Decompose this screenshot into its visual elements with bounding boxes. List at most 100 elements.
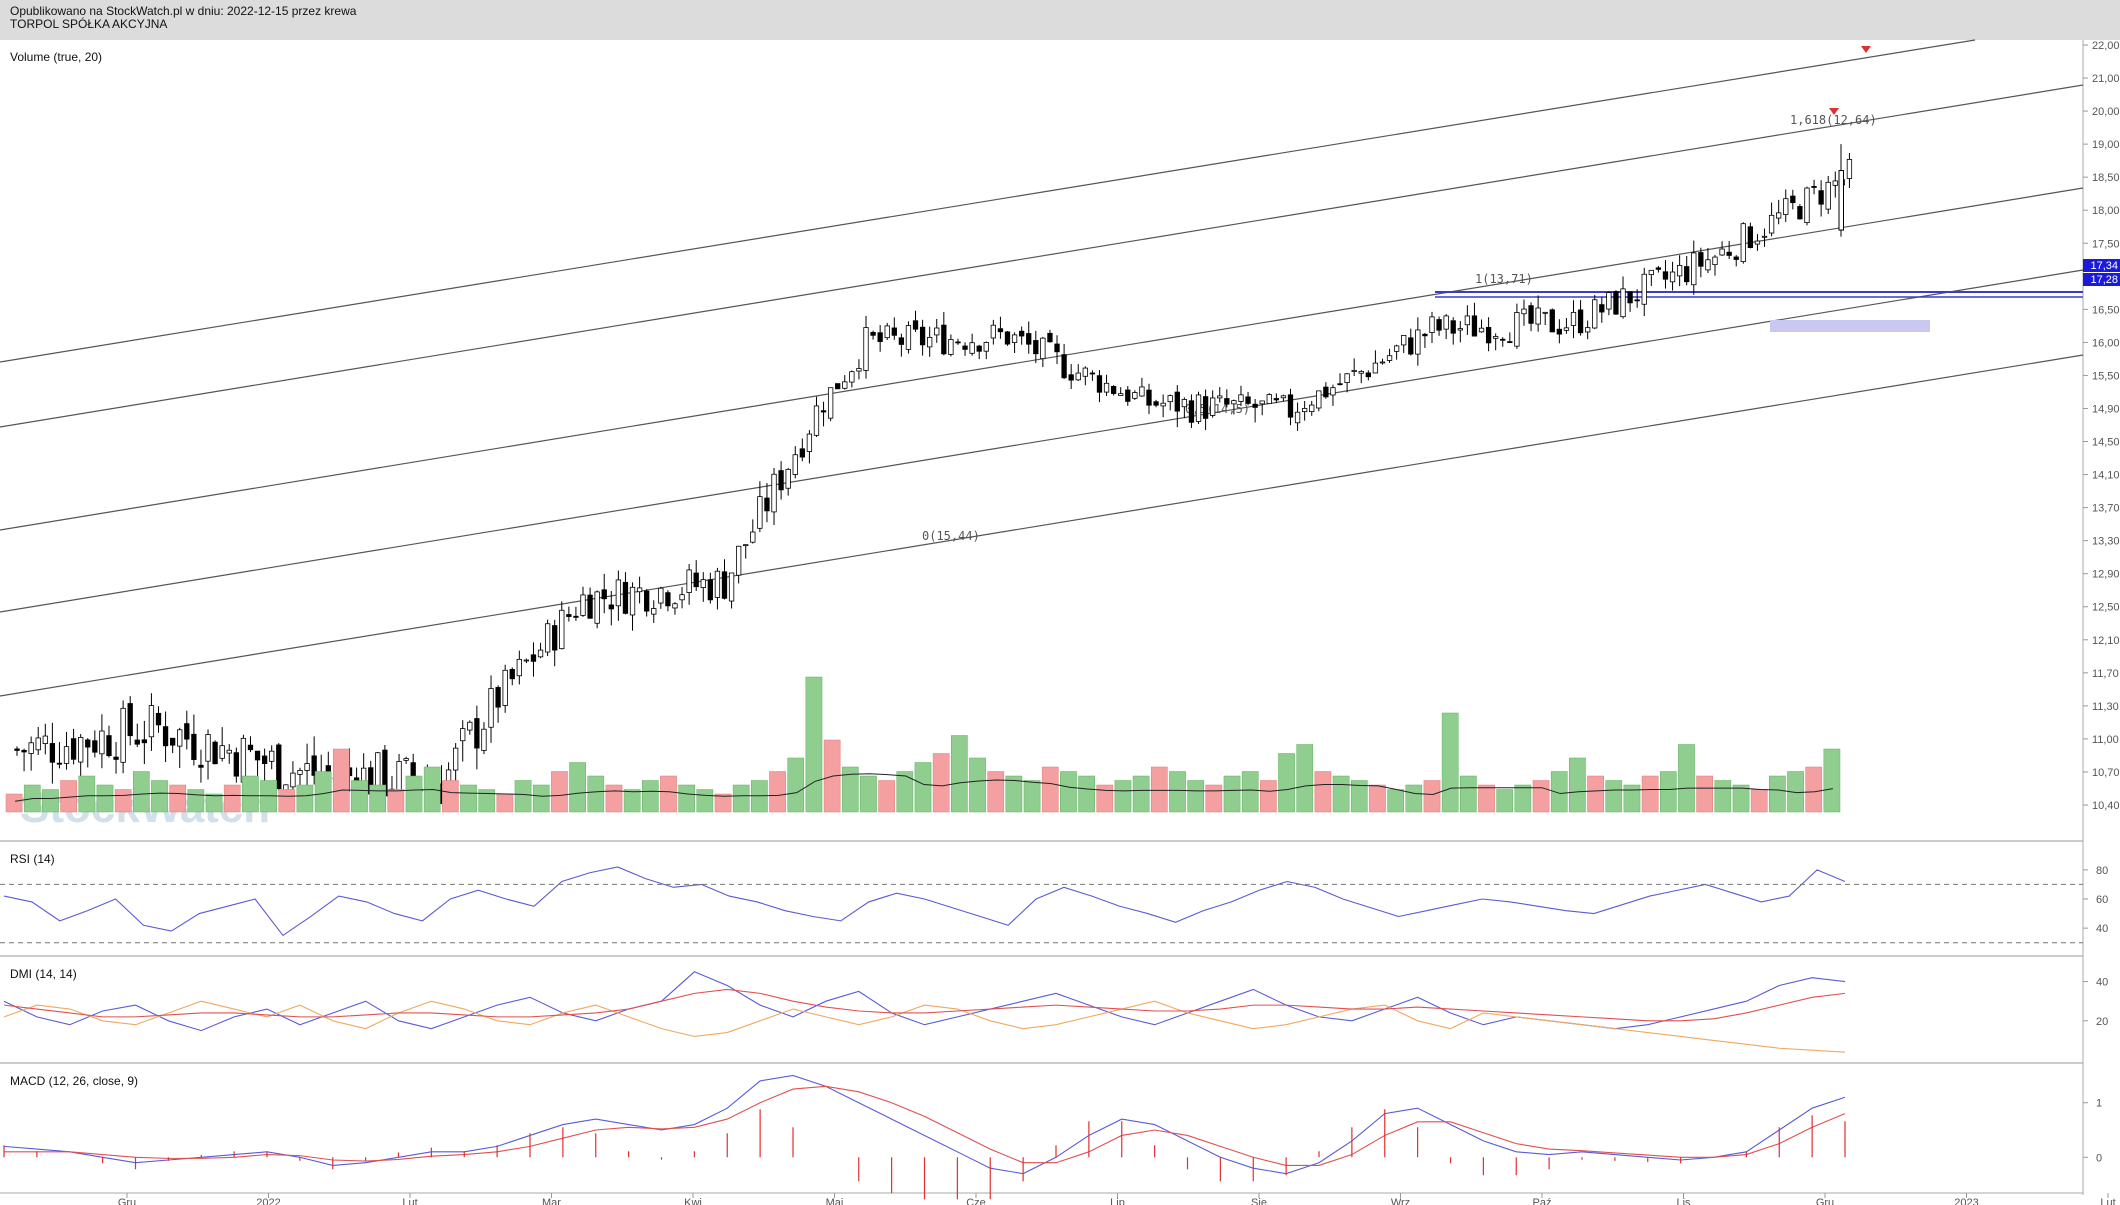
candle-body	[948, 339, 954, 355]
time-tick-label: Cze	[966, 1197, 986, 1205]
time-tick-label: Kwi	[684, 1197, 702, 1205]
volume-bar	[5, 793, 23, 813]
price-tick-label: 16,00	[2092, 337, 2120, 349]
fib-label-1: 1(13,71)	[1475, 272, 1533, 286]
candle-body	[516, 658, 522, 677]
candle-body	[743, 544, 749, 547]
candle-body	[269, 750, 275, 762]
candle-body	[1224, 398, 1230, 405]
indicator-tick-label: 80	[2096, 865, 2108, 877]
candle-body	[757, 496, 763, 529]
volume-bar	[1569, 757, 1586, 813]
time-tick-label: Paź	[1533, 1197, 1552, 1205]
candle-body	[1125, 389, 1131, 402]
time-tick-label: Lis	[1676, 1197, 1691, 1205]
volume-bar	[860, 775, 877, 813]
candle-body	[1542, 311, 1548, 314]
candle-body	[1068, 374, 1074, 381]
candle-body	[1153, 401, 1159, 406]
candle-body	[1783, 198, 1789, 215]
volume-bar	[914, 762, 932, 813]
candle-body	[941, 324, 947, 355]
candle-body	[1620, 288, 1626, 318]
candle-body	[403, 758, 409, 761]
candle-body	[728, 572, 735, 602]
volume-bar	[478, 789, 496, 813]
fib-label-0: 0(15,44)	[922, 529, 980, 543]
price-tick-label: 14,90	[2092, 403, 2120, 415]
volume-bar	[278, 789, 296, 813]
volume-bar	[1496, 789, 1514, 813]
candle-body	[799, 448, 805, 458]
candle-body	[1245, 396, 1251, 404]
fib-label-1618: 1,618(12,64)	[1790, 113, 1877, 127]
volume-bar	[1769, 775, 1786, 813]
volume-bar	[223, 784, 241, 813]
candle-body	[573, 615, 579, 618]
candle-body	[1266, 394, 1272, 405]
volume-bar	[514, 780, 532, 813]
candle-body	[905, 325, 912, 350]
candle-body	[219, 745, 225, 759]
candle-body	[205, 734, 211, 762]
candle-body	[1047, 332, 1053, 343]
volume-bar	[1169, 771, 1186, 813]
candle-body	[1160, 402, 1166, 407]
volume-bar	[442, 780, 459, 813]
candle-body	[1726, 251, 1732, 256]
volume-bar	[1678, 744, 1695, 813]
candle-body	[672, 603, 678, 609]
volume-bar	[1478, 784, 1495, 813]
candle-body	[1450, 320, 1456, 334]
price-tick-label: 11,30	[2092, 701, 2119, 713]
candle-body	[460, 728, 466, 742]
volume-bar	[496, 793, 514, 813]
candle-body	[891, 327, 897, 336]
price-tick-label: 12,10	[2092, 635, 2120, 647]
volume-bar	[1750, 789, 1768, 813]
candle-body	[49, 743, 56, 763]
candle-body	[1563, 327, 1570, 331]
volume-bar	[551, 771, 568, 813]
candle-body	[764, 497, 770, 512]
candle-body	[1705, 259, 1711, 271]
volume-bar	[169, 784, 187, 813]
candle-body	[842, 381, 848, 389]
candle-body	[1280, 395, 1287, 399]
time-tick-label: Mar	[542, 1197, 561, 1205]
volume-bar	[351, 780, 368, 813]
indicator-tick-label: 0	[2096, 1152, 2102, 1164]
candle-body	[608, 604, 614, 610]
price-tick-label: 10,40	[2092, 800, 2120, 812]
candle-body	[1429, 316, 1435, 333]
volume-bar	[987, 771, 1005, 813]
candle-body	[1019, 330, 1025, 337]
candle-body	[1436, 319, 1442, 331]
volume-bar	[587, 775, 605, 813]
candle-body	[261, 755, 268, 765]
volume-bar	[1405, 784, 1423, 813]
price-badge-1	[2083, 259, 2120, 272]
chart-header: Opublikowano na StockWatch.pl w dniu: 20…	[0, 0, 2120, 40]
volume-bar	[1060, 771, 1077, 813]
candle-body	[1026, 333, 1032, 345]
candle-body	[495, 687, 501, 708]
volume-ma-line	[15, 773, 1833, 802]
candle-body	[488, 688, 494, 728]
volume-bar	[1532, 780, 1550, 813]
candle-body	[919, 326, 926, 346]
candle-body	[990, 324, 996, 339]
price-tick-label: 18,00	[2092, 205, 2120, 217]
indicator-tick-label: 1	[2096, 1098, 2102, 1110]
publish-info: Opublikowano na StockWatch.pl w dniu: 20…	[10, 4, 357, 18]
volume-panel-title: Volume (true, 20)	[10, 50, 102, 64]
candle-body	[63, 746, 70, 764]
candle-body	[1634, 299, 1640, 302]
candle-body	[693, 572, 699, 588]
candle-body	[1846, 158, 1853, 179]
candle-body	[1231, 400, 1237, 405]
candle-body	[1393, 345, 1400, 352]
price-badge-1-text: 17,34	[2090, 260, 2118, 272]
candle-body	[1464, 315, 1471, 326]
